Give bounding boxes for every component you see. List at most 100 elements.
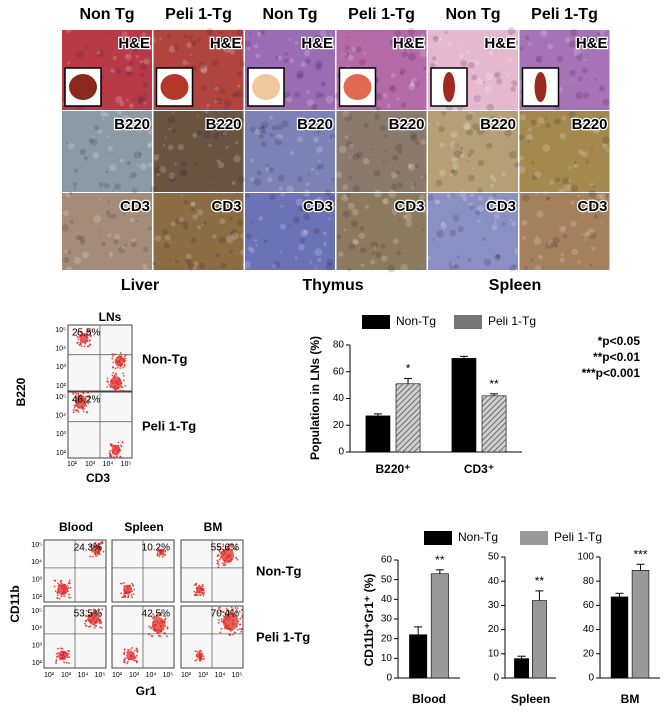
event-dot [133,649,136,652]
tissue-texture [599,85,606,92]
tissue-texture [571,248,578,256]
tissue-texture [232,91,239,97]
tissue-texture [342,51,350,59]
tissue-texture [79,148,87,156]
tissue-texture [190,237,197,244]
y-tick-label: 0 [386,673,392,684]
event-dot [132,584,134,586]
tissue-texture [590,148,594,151]
histology-image [153,111,244,192]
tissue-texture [101,241,106,247]
event-cluster [222,612,239,631]
event-dot [119,352,122,354]
tissue-texture [468,202,474,208]
y-tick-label: 40 [583,624,595,635]
event-dot [155,615,158,618]
event-dot [93,542,96,545]
event-dot [127,595,130,598]
event-dot [156,552,159,554]
tissue-texture [411,182,414,185]
tissue-texture [148,44,155,51]
tissue-texture [137,94,146,103]
tissue-texture [568,40,577,48]
tissue-texture [286,96,293,103]
tissue-texture [489,183,494,188]
event-dot [159,612,162,615]
tissue-texture [65,266,73,273]
tissue-texture [223,99,232,107]
tissue-texture [436,230,444,238]
tissue-texture [272,264,277,269]
tissue-texture [405,219,413,227]
event-dot [121,441,124,444]
significance: ** [489,377,499,391]
tissue-texture [75,234,82,241]
column-header: BM [204,520,223,534]
event-dot [123,581,125,584]
y-tick-label: 30 [488,600,500,611]
tissue-texture [345,193,350,198]
tissue-texture [162,229,168,235]
event-dot [79,342,82,344]
tissue-texture [399,68,406,75]
event-dot [133,659,135,662]
event-dot [201,658,204,661]
event-dot [240,628,243,631]
tissue-texture [390,86,394,90]
gate-percent: 70.4% [211,609,239,620]
tissue-texture [69,219,74,224]
tissue-texture [501,222,506,226]
tissue-texture [462,44,465,47]
tissue-texture [474,96,482,104]
tissue-texture [493,199,498,204]
event-cluster [92,544,102,555]
tissue-texture [423,66,427,70]
event-dot [53,585,56,588]
tissue-texture [460,59,468,67]
event-cluster [123,584,132,595]
tissue-texture [408,163,416,171]
tissue-texture [477,159,485,167]
event-dot [240,630,243,633]
event-dot [68,662,70,665]
tissue-texture [190,201,196,206]
tissue-texture [143,263,147,268]
tissue-texture [217,161,225,169]
event-dot [225,607,228,610]
event-dot [55,658,58,661]
tissue-texture [459,190,467,198]
tissue-texture [407,163,413,169]
event-dot [86,332,88,334]
tissue-texture [325,262,334,271]
event-dot [119,389,122,392]
tissue-texture [201,223,204,226]
tissue-texture [410,184,416,189]
tissue-texture [582,53,589,60]
event-dot [54,590,57,593]
tissue-texture [311,103,318,111]
tissue-texture [466,128,474,136]
tissue-texture [432,238,435,241]
tissue-texture [494,254,501,261]
event-dot [124,657,127,660]
tissue-texture [462,121,471,130]
event-dot [120,582,123,585]
tissue-texture [585,114,588,117]
tissue-texture [306,89,311,94]
tissue-texture [137,97,146,105]
column-header: Peli 1-Tg [165,6,232,23]
tissue-texture [352,185,360,193]
tissue-texture [135,220,139,223]
gate-percent: 55.6% [211,543,239,554]
stain-label: H&E [301,35,333,52]
tissue-texture [583,34,590,41]
event-dot [72,411,75,414]
tissue-texture [451,261,456,266]
event-dot [66,656,69,658]
tissue-texture [98,182,104,188]
tissue-texture [105,210,111,216]
column-header: Blood [59,520,93,534]
legend-label: Non-Tg [458,530,498,544]
tissue-texture [190,202,196,208]
event-dot [150,634,153,637]
